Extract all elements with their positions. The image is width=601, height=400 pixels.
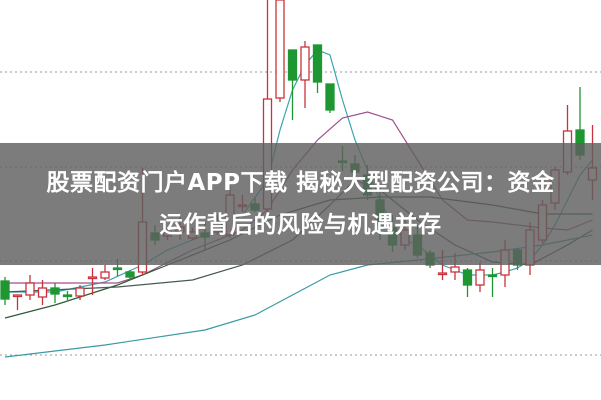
candle-down xyxy=(0,280,10,300)
candle-up xyxy=(37,287,48,298)
candle-up xyxy=(100,271,110,279)
candle-up xyxy=(475,269,485,286)
candle-up xyxy=(450,266,460,273)
candle-down xyxy=(312,44,323,83)
candle-down xyxy=(325,83,335,111)
candle-down xyxy=(125,271,135,278)
candle-down xyxy=(62,294,73,298)
candle-down xyxy=(112,267,123,271)
candle-up xyxy=(75,287,85,297)
candle-up xyxy=(12,294,23,298)
candle-down xyxy=(487,274,498,278)
candle-up xyxy=(437,272,448,276)
headline-line-1: 股票配资门户APP下载 揭秘大型配资公司：资金 xyxy=(46,170,555,196)
candle-up xyxy=(87,276,98,280)
candle-up xyxy=(300,46,310,81)
candle-up xyxy=(25,282,35,296)
headline-banner: 股票配资门户APP下载 揭秘大型配资公司：资金 运作背后的风险与机遇并存 xyxy=(0,143,601,265)
headline-line-2: 运作背后的风险与机遇并存 xyxy=(159,212,442,238)
candle-down xyxy=(287,49,298,81)
candle-up xyxy=(275,0,285,99)
candle-down xyxy=(462,269,473,286)
candle-down xyxy=(50,287,60,295)
